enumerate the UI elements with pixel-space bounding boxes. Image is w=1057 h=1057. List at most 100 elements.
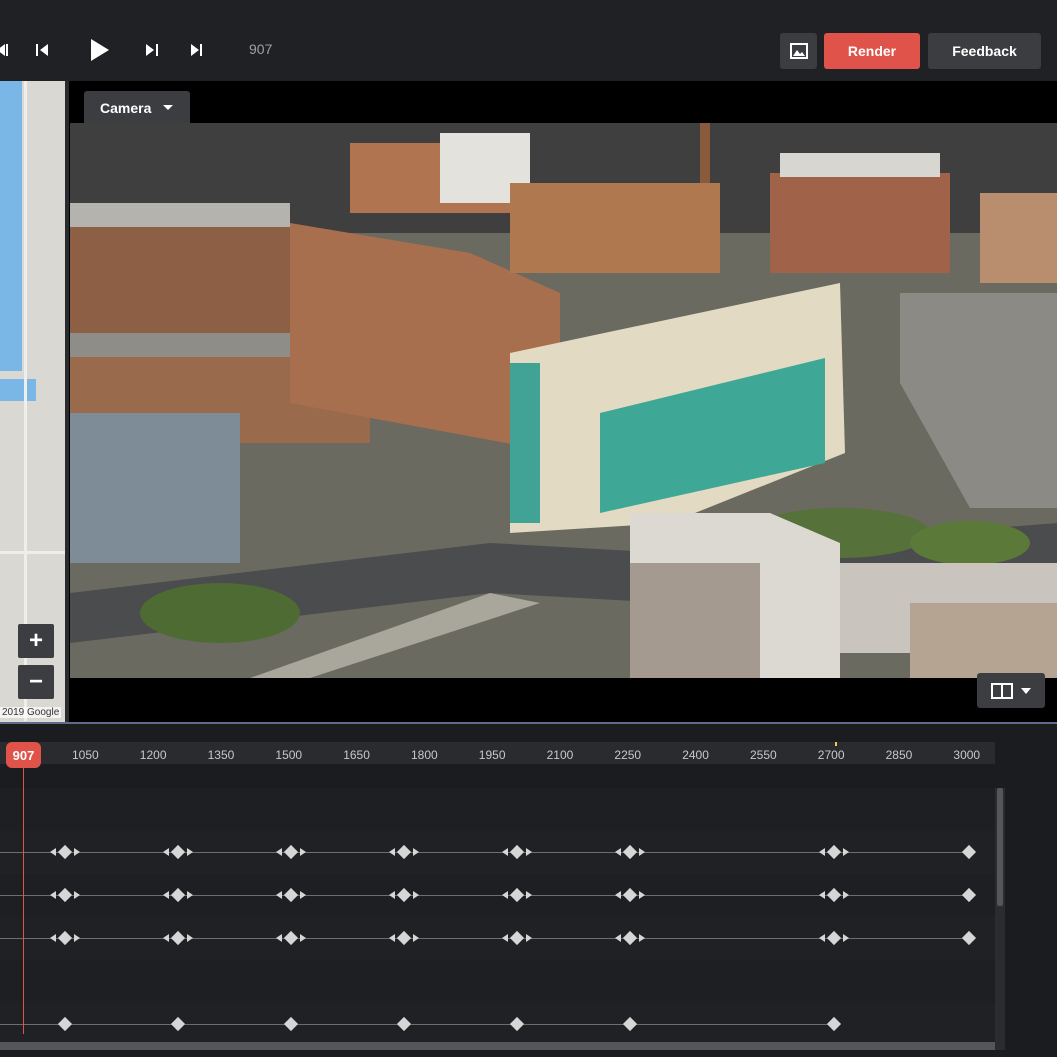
ease-out-handle[interactable] — [413, 934, 419, 942]
ease-in-handle[interactable] — [819, 891, 825, 899]
keyframe-marker[interactable] — [170, 887, 186, 903]
ease-out-handle[interactable] — [843, 934, 849, 942]
ease-in-handle[interactable] — [615, 848, 621, 856]
keyframe-marker[interactable] — [170, 930, 186, 946]
keyframe-marker[interactable] — [57, 1016, 73, 1032]
zoom-out-button[interactable]: − — [18, 665, 54, 699]
map-panel[interactable]: + − 2019 Google — [0, 81, 65, 722]
keyframe-marker[interactable] — [826, 844, 842, 860]
timeline-vertical-scrollbar[interactable] — [995, 788, 1005, 1050]
aerial-3d-scene[interactable] — [70, 123, 1057, 678]
ease-in-handle[interactable] — [389, 891, 395, 899]
keyframe-marker[interactable] — [396, 887, 412, 903]
ease-in-handle[interactable] — [276, 934, 282, 942]
ease-out-handle[interactable] — [187, 934, 193, 942]
keyframe-marker[interactable] — [283, 1016, 299, 1032]
keyframe-marker[interactable] — [622, 844, 638, 860]
ease-in-handle[interactable] — [163, 891, 169, 899]
ease-out-handle[interactable] — [639, 934, 645, 942]
keyframe-marker[interactable] — [622, 1016, 638, 1032]
ease-in-handle[interactable] — [819, 934, 825, 942]
keyframe-marker[interactable] — [283, 844, 299, 860]
keyframe-track[interactable] — [0, 831, 995, 874]
ease-out-handle[interactable] — [413, 848, 419, 856]
camera-viewport[interactable]: Camera — [65, 81, 1057, 722]
keyframe-marker[interactable] — [961, 844, 977, 860]
keyframe-marker[interactable] — [57, 930, 73, 946]
keyframe-marker[interactable] — [170, 844, 186, 860]
keyframe-marker[interactable] — [509, 930, 525, 946]
keyframe-marker[interactable] — [509, 887, 525, 903]
keyframe-track[interactable] — [0, 1003, 995, 1046]
timeline-track[interactable] — [0, 788, 995, 831]
previous-frame-button[interactable] — [27, 34, 59, 66]
keyframe-track[interactable] — [0, 874, 995, 917]
layout-toggle-button[interactable] — [977, 673, 1045, 708]
ease-out-handle[interactable] — [843, 848, 849, 856]
ease-out-handle[interactable] — [639, 891, 645, 899]
ease-in-handle[interactable] — [819, 848, 825, 856]
keyframe-marker[interactable] — [622, 930, 638, 946]
skip-to-start-button[interactable] — [0, 34, 18, 66]
ease-out-handle[interactable] — [526, 891, 532, 899]
camera-dropdown[interactable]: Camera — [84, 91, 190, 124]
ease-out-handle[interactable] — [300, 848, 306, 856]
ease-in-handle[interactable] — [50, 934, 56, 942]
keyframe-marker[interactable] — [509, 844, 525, 860]
ease-in-handle[interactable] — [276, 848, 282, 856]
ease-out-handle[interactable] — [74, 891, 80, 899]
feedback-button[interactable]: Feedback — [928, 33, 1041, 69]
ease-out-handle[interactable] — [187, 891, 193, 899]
keyframe-track[interactable] — [0, 917, 995, 960]
keyframe-marker[interactable] — [622, 887, 638, 903]
timeline-ruler[interactable] — [0, 742, 995, 764]
ease-in-handle[interactable] — [615, 934, 621, 942]
snapshot-button[interactable] — [780, 33, 817, 69]
keyframe-marker[interactable] — [826, 1016, 842, 1032]
next-frame-button[interactable] — [135, 34, 167, 66]
zoom-in-button[interactable]: + — [18, 624, 54, 658]
ease-in-handle[interactable] — [276, 891, 282, 899]
ease-in-handle[interactable] — [502, 848, 508, 856]
keyframe-marker[interactable] — [57, 887, 73, 903]
ease-in-handle[interactable] — [502, 934, 508, 942]
ease-in-handle[interactable] — [389, 934, 395, 942]
timeline-track[interactable] — [0, 960, 995, 1003]
keyframe-marker[interactable] — [57, 844, 73, 860]
keyframe-marker[interactable] — [396, 1016, 412, 1032]
ease-in-handle[interactable] — [50, 891, 56, 899]
playhead-line[interactable] — [23, 768, 24, 1034]
skip-to-end-button[interactable] — [181, 34, 213, 66]
scroll-thumb[interactable] — [997, 788, 1003, 906]
ease-out-handle[interactable] — [300, 891, 306, 899]
ease-out-handle[interactable] — [300, 934, 306, 942]
keyframe-marker[interactable] — [396, 844, 412, 860]
current-frame-marker[interactable]: 907 — [6, 742, 41, 768]
ease-in-handle[interactable] — [163, 848, 169, 856]
ease-out-handle[interactable] — [413, 891, 419, 899]
ease-out-handle[interactable] — [526, 934, 532, 942]
keyframe-marker[interactable] — [826, 887, 842, 903]
keyframe-marker[interactable] — [396, 930, 412, 946]
render-button[interactable]: Render — [824, 33, 920, 69]
ease-out-handle[interactable] — [187, 848, 193, 856]
ease-out-handle[interactable] — [843, 891, 849, 899]
ease-out-handle[interactable] — [639, 848, 645, 856]
keyframe-marker[interactable] — [826, 930, 842, 946]
keyframe-marker[interactable] — [961, 930, 977, 946]
ease-out-handle[interactable] — [526, 848, 532, 856]
timeline-horizontal-scrollbar[interactable] — [0, 1042, 995, 1050]
keyframe-marker[interactable] — [509, 1016, 525, 1032]
keyframe-marker[interactable] — [170, 1016, 186, 1032]
keyframe-marker[interactable] — [961, 887, 977, 903]
keyframe-marker[interactable] — [283, 930, 299, 946]
ease-in-handle[interactable] — [163, 934, 169, 942]
ease-in-handle[interactable] — [502, 891, 508, 899]
ease-in-handle[interactable] — [50, 848, 56, 856]
ease-in-handle[interactable] — [615, 891, 621, 899]
timeline-panel[interactable]: 907 1050 1200 1350 1500 1650 1800 1950 2100 2250… — [0, 722, 1057, 1057]
keyframe-marker[interactable] — [283, 887, 299, 903]
ease-out-handle[interactable] — [74, 848, 80, 856]
play-button[interactable] — [82, 34, 116, 66]
ease-out-handle[interactable] — [74, 934, 80, 942]
